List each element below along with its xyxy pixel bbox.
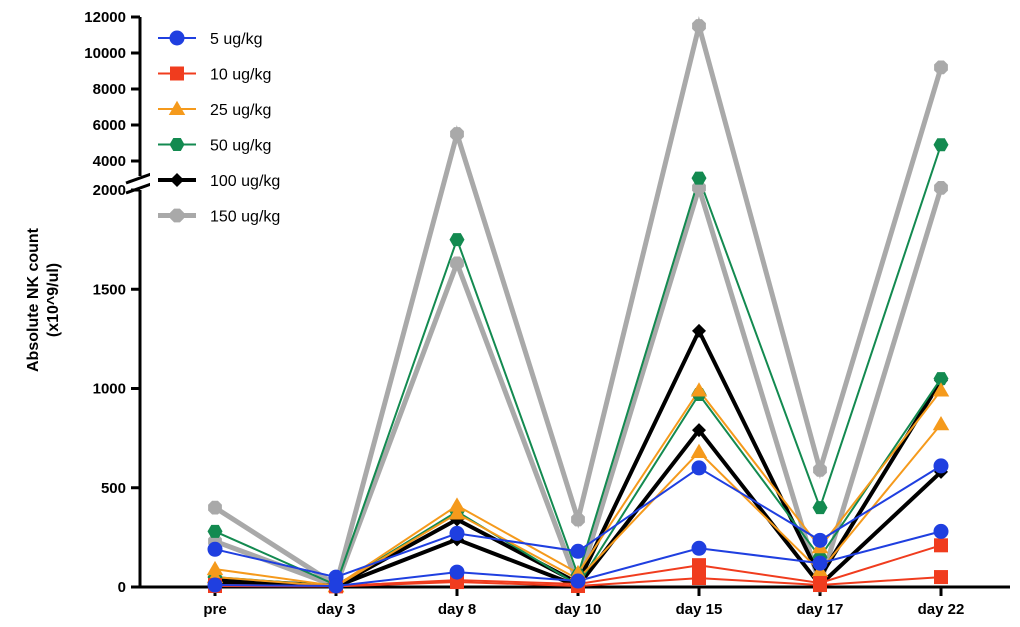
- data-point: [448, 505, 466, 520]
- x-tick-label: pre: [203, 601, 226, 618]
- data-point: [690, 443, 708, 459]
- data-point: [571, 512, 585, 527]
- data-point: [692, 423, 706, 438]
- data-point: [692, 19, 706, 33]
- data-point: [450, 127, 464, 141]
- x-tick-label: day 22: [918, 601, 965, 618]
- y-tick-label: 0: [118, 579, 126, 596]
- data-point: [207, 577, 223, 593]
- series-line: [214, 426, 943, 589]
- legend-marker: [169, 30, 185, 46]
- y-tick-label: 500: [101, 480, 126, 497]
- series-line: [214, 423, 942, 588]
- data-point: [208, 500, 222, 515]
- legend-marker: [168, 100, 186, 115]
- data-point: [934, 181, 948, 195]
- data-point: [207, 541, 223, 557]
- data-point: [933, 372, 949, 386]
- legend-marker: [170, 208, 184, 223]
- data-point: [933, 523, 949, 539]
- data-point: [692, 323, 706, 338]
- x-tick-label: day 8: [438, 601, 476, 618]
- data-point: [449, 233, 465, 247]
- plot-markers: [206, 19, 950, 594]
- data-point: [328, 578, 344, 594]
- data-point: [934, 570, 948, 585]
- y-tick-label: 1000: [93, 381, 126, 398]
- legend-label: 5 ug/kg: [210, 31, 262, 48]
- legend-label: 150 ug/kg: [210, 209, 280, 226]
- y-tick-label: 4000: [93, 153, 126, 170]
- y-tick-label: 1500: [93, 281, 126, 298]
- data-point: [934, 538, 948, 553]
- data-point: [448, 497, 466, 512]
- data-point: [692, 558, 706, 573]
- y-tick-label: 10000: [84, 45, 126, 62]
- legend-marker: [170, 66, 184, 81]
- data-point: [450, 256, 464, 271]
- y-axis-title-line1: Absolute NK count: [25, 227, 42, 372]
- data-point: [570, 573, 586, 589]
- legend-label: 25 ug/kg: [210, 102, 271, 119]
- data-point: [932, 382, 950, 397]
- x-tick-label: day 10: [555, 601, 602, 618]
- legend-marker: [169, 138, 185, 151]
- data-point: [934, 60, 948, 75]
- legend-entry: 150 ug/kg: [150, 199, 330, 232]
- data-point: [691, 460, 707, 476]
- data-point: [813, 463, 827, 477]
- data-point: [812, 501, 828, 515]
- legend-marker: [170, 173, 184, 187]
- x-tick-label: day 15: [676, 601, 723, 618]
- y-tick-label: 8000: [93, 81, 126, 98]
- legend-label: 10 ug/kg: [210, 67, 271, 84]
- data-point: [449, 564, 465, 580]
- legend-entry: 100 ug/kg: [150, 164, 330, 196]
- data-point: [933, 138, 949, 152]
- legend-entry: 50 ug/kg: [150, 128, 330, 161]
- legend-entry: 10 ug/kg: [150, 57, 330, 90]
- data-point: [690, 382, 708, 397]
- y-tick-label: 12000: [84, 9, 126, 26]
- data-point: [692, 571, 706, 586]
- legend-entry: 5 ug/kg: [150, 22, 330, 54]
- y-tick-label: 6000: [93, 117, 126, 134]
- legend-label: 50 ug/kg: [210, 138, 271, 155]
- data-point: [813, 578, 827, 593]
- data-point: [207, 524, 223, 538]
- x-tick-label: day 17: [797, 601, 844, 618]
- data-point: [570, 543, 586, 559]
- data-point: [206, 560, 224, 576]
- legend-entry: 25 ug/kg: [150, 93, 330, 125]
- y-axis-title-line2: (x10^9/ul): [45, 263, 62, 337]
- data-point: [691, 540, 707, 556]
- data-point: [812, 555, 828, 571]
- data-point: [691, 171, 707, 185]
- data-point: [812, 532, 828, 548]
- y-tick-label: 2000: [93, 182, 126, 199]
- x-tick-label: day 3: [317, 601, 355, 618]
- legend: 5 ug/kg 10 ug/kg 25 ug/kg 50 ug/kg 100 ug/kg…: [150, 22, 330, 232]
- axis-break-mark: [125, 181, 155, 195]
- data-point: [932, 415, 950, 431]
- axis-break-mark: [125, 171, 155, 185]
- data-point: [449, 525, 465, 541]
- legend-label: 100 ug/kg: [210, 173, 280, 190]
- data-point: [933, 458, 949, 474]
